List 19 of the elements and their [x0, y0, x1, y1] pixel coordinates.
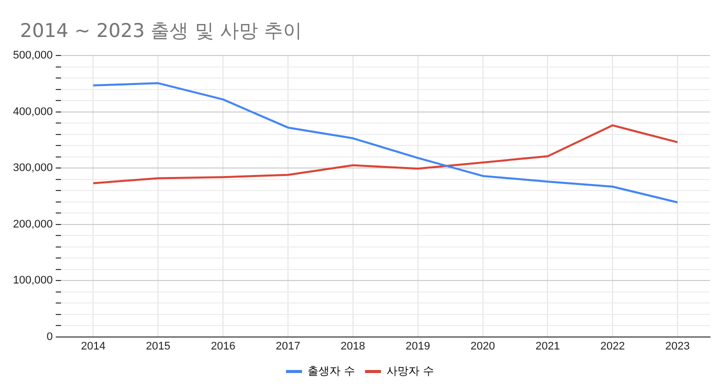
x-tick-label: 2015 [146, 340, 170, 352]
x-tick-label: 2022 [600, 340, 625, 352]
x-tick-label: 2017 [276, 340, 300, 352]
x-tick-label: 2018 [340, 340, 366, 352]
x-tick-label: 2014 [80, 340, 106, 352]
chart-title: 2014 ~ 2023 출생 및 사망 추이 [20, 19, 302, 44]
y-tick-label: 200,000 [12, 218, 53, 230]
x-tick-label: 2021 [535, 340, 560, 352]
legend-label: 출생자 수 [308, 364, 356, 378]
x-tick-label: 2019 [406, 340, 430, 352]
x-tick-label: 2023 [665, 340, 690, 352]
y-tick-label: 500,000 [12, 50, 53, 62]
text: 100,000 [12, 274, 53, 287]
x-tick-label: 2016 [210, 340, 236, 352]
y-tick-label: 0 [46, 330, 53, 343]
legend-label: 사망자 수 [386, 364, 434, 378]
y-tick-label: 400,000 [12, 106, 53, 118]
y-tick-label: 300,000 [12, 162, 53, 174]
x-tick-label: 2020 [470, 340, 496, 352]
